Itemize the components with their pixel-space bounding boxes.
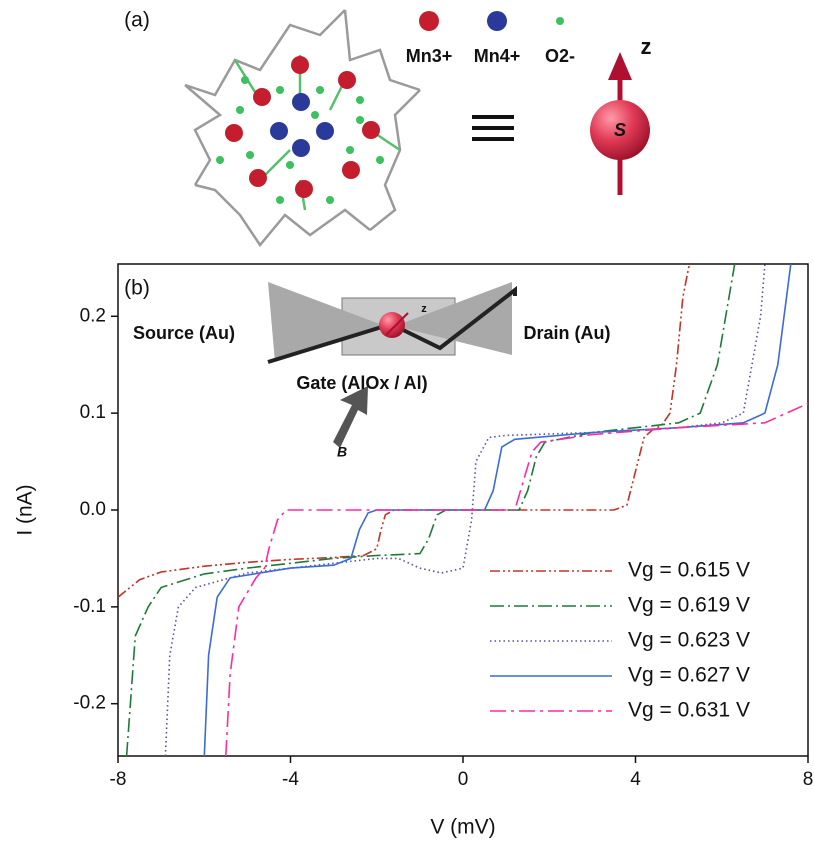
device-inset — [268, 282, 515, 448]
annotation: B — [337, 444, 347, 460]
legend-label: Vg = 0.627 V — [628, 664, 750, 687]
legend-label: Vg = 0.623 V — [628, 629, 750, 652]
x-tick-label: -8 — [110, 769, 127, 790]
x-tick-label: -4 — [282, 769, 299, 790]
atom-legend-label: Mn4+ — [474, 46, 521, 66]
y-tick-label: 0.0 — [80, 499, 106, 520]
x-tick-label: 0 — [458, 769, 469, 790]
panel-label: (a) — [124, 9, 150, 32]
annotation: S — [614, 120, 626, 140]
page: (a) (b) Mn3+ Mn4+ O2- z S Source (Au) Drain (Au)… — [0, 0, 814, 846]
molecule — [185, 10, 420, 245]
atom-legend-label: Mn3+ — [406, 46, 453, 66]
equiv-sign — [472, 117, 514, 139]
legend-label: Vg = 0.631 V — [628, 699, 750, 722]
y-tick-label: 0.2 — [80, 305, 106, 326]
annotation: z — [641, 34, 652, 59]
legend-mn4-dot — [487, 11, 507, 31]
atom-legend-label: O2- — [545, 46, 575, 66]
annotation: Drain (Au) — [524, 323, 611, 343]
annotation: z — [421, 303, 427, 315]
spin-arrowhead — [608, 52, 632, 80]
legend-label: Vg = 0.615 V — [628, 559, 750, 582]
legend-label: Vg = 0.619 V — [628, 594, 750, 617]
figure: (a) (b) Mn3+ Mn4+ O2- z S Source (Au) Drain (Au)… — [0, 0, 814, 846]
panel-label: (b) — [124, 277, 150, 300]
y-axis-label: I (nA) — [14, 484, 37, 535]
y-tick-label: -0.1 — [73, 596, 106, 617]
annotation: Gate (AlOx / Al) — [296, 373, 427, 393]
y-tick-label: 0.1 — [80, 402, 106, 423]
x-tick-label: 8 — [803, 769, 814, 790]
x-tick-label: 4 — [630, 769, 641, 790]
y-tick-label: -0.2 — [73, 693, 106, 714]
legend-mn3-dot — [419, 11, 439, 31]
x-axis-label: V (mV) — [430, 816, 495, 839]
annotation: Source (Au) — [133, 323, 235, 343]
legend-o-dot — [556, 17, 564, 25]
